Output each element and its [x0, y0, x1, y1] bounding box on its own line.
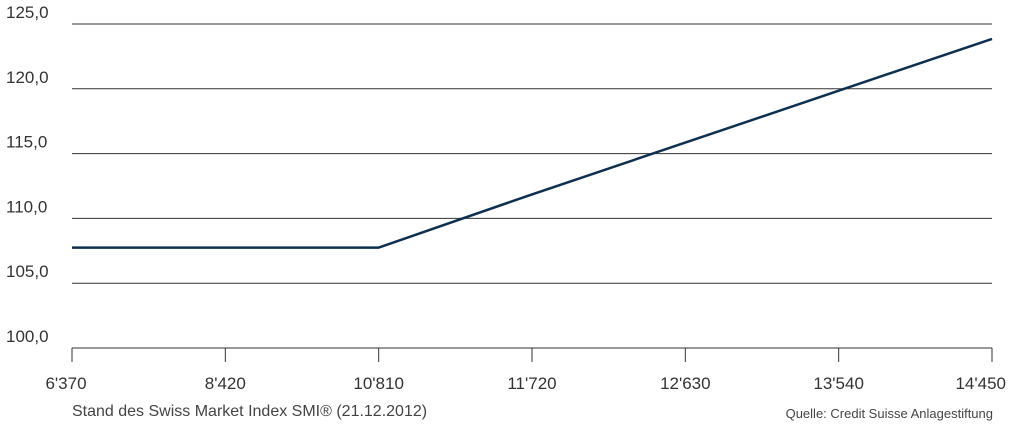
y-axis-tick-labels: 100,0 105,0 110,0 115,0 120,0 125,0	[6, 3, 49, 346]
x-tick-label: 10'810	[353, 374, 404, 393]
x-tick-label: 13'540	[813, 374, 864, 393]
y-tick-label: 125,0	[6, 3, 49, 22]
y-tick-label: 120,0	[6, 68, 49, 87]
x-axis-tick-labels: 6'370 8'420 10'810 11'720 12'630 13'540 14'450	[45, 374, 1006, 393]
y-tick-label: 100,0	[6, 327, 49, 346]
x-tick-label: 14'450	[955, 374, 1006, 393]
x-tick-label: 12'630	[660, 374, 711, 393]
series-layer	[72, 37, 993, 249]
y-tick-label: 110,0	[6, 197, 47, 216]
gridlines	[72, 23, 992, 284]
source-note: Quelle: Credit Suisse Anlagestiftung	[785, 406, 993, 421]
x-tick-label: 8'420	[205, 374, 246, 393]
line-chart: 100,0 105,0 110,0 115,0 120,0 125,0 6'370 8'42…	[6, 3, 1006, 393]
x-tick-label: 11'720	[507, 374, 556, 393]
y-tick-label: 105,0	[6, 262, 49, 281]
x-tick-label: 6'370	[45, 374, 86, 393]
x-axis	[71, 347, 993, 362]
x-axis-title: Stand des Swiss Market Index SMI® (21.12…	[72, 403, 428, 420]
y-tick-label: 115,0	[6, 133, 47, 152]
series-line	[72, 37, 993, 249]
